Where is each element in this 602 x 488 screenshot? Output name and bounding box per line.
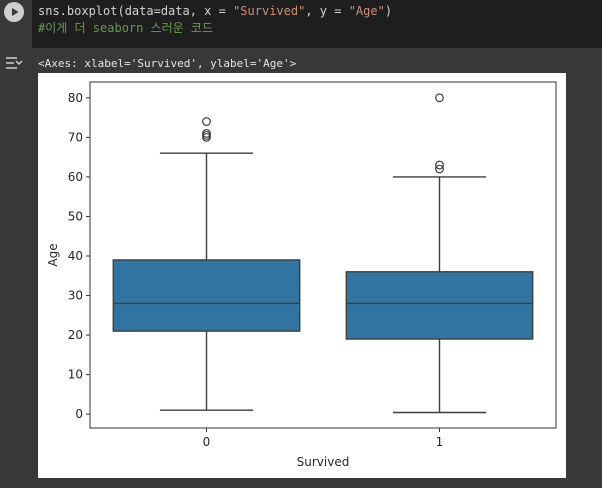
y-tick-label: 60	[68, 170, 83, 184]
run-cell-button[interactable]	[4, 2, 24, 22]
box-iqr	[345, 271, 534, 340]
code-call-end: )	[384, 4, 393, 18]
outlier-point	[202, 117, 211, 126]
y-tick-label: 0	[75, 407, 83, 421]
code-cell: sns.boxplot(data=data, x = "Survived", y…	[0, 0, 602, 48]
output-repr-text: <Axes: xlabel='Survived', ylabel='Age'>	[38, 57, 297, 70]
plot-frame	[89, 81, 557, 429]
y-tick-label: 20	[68, 328, 83, 342]
y-tick-label: 50	[68, 209, 83, 223]
y-tick-label: 10	[68, 368, 83, 382]
y-axis-label: Age	[46, 243, 60, 266]
boxplot-figure: 0 10 20 30 40 50 60 70 80 0 1 Survived Age	[38, 73, 566, 478]
outlier-point	[435, 164, 444, 174]
x-axis-label: Survived	[297, 455, 350, 469]
code-string-x: "Survived"	[233, 4, 306, 18]
code-line-1: sns.boxplot(data=data, x = "Survived", y…	[38, 3, 392, 19]
outlier-point	[435, 93, 444, 103]
output-toggle-button[interactable]	[4, 55, 24, 71]
outlier-point	[435, 160, 444, 170]
y-tick-label: 80	[68, 91, 83, 105]
code-call-mid: , y =	[305, 4, 349, 18]
play-circle-icon	[12, 8, 19, 16]
y-tick-label: 70	[68, 130, 83, 144]
x-tick-label: 1	[436, 435, 444, 449]
y-tick-label: 40	[68, 249, 83, 263]
code-call: sns.boxplot(data=data, x =	[38, 4, 234, 18]
x-tick-label: 0	[203, 435, 211, 449]
outlier-point	[202, 129, 211, 138]
y-tick-label: 30	[68, 289, 83, 303]
code-comment: #이게 더 seaborn 스러운 코드	[38, 21, 214, 35]
box-iqr	[112, 259, 301, 332]
output-collapse-icon	[6, 57, 23, 69]
boxplot-chart: 0 10 20 30 40 50 60 70 80 0 1 Survived Age	[46, 81, 557, 469]
code-string-y: "Age"	[348, 4, 385, 18]
code-editor[interactable]: sns.boxplot(data=data, x = "Survived", y…	[32, 0, 602, 48]
